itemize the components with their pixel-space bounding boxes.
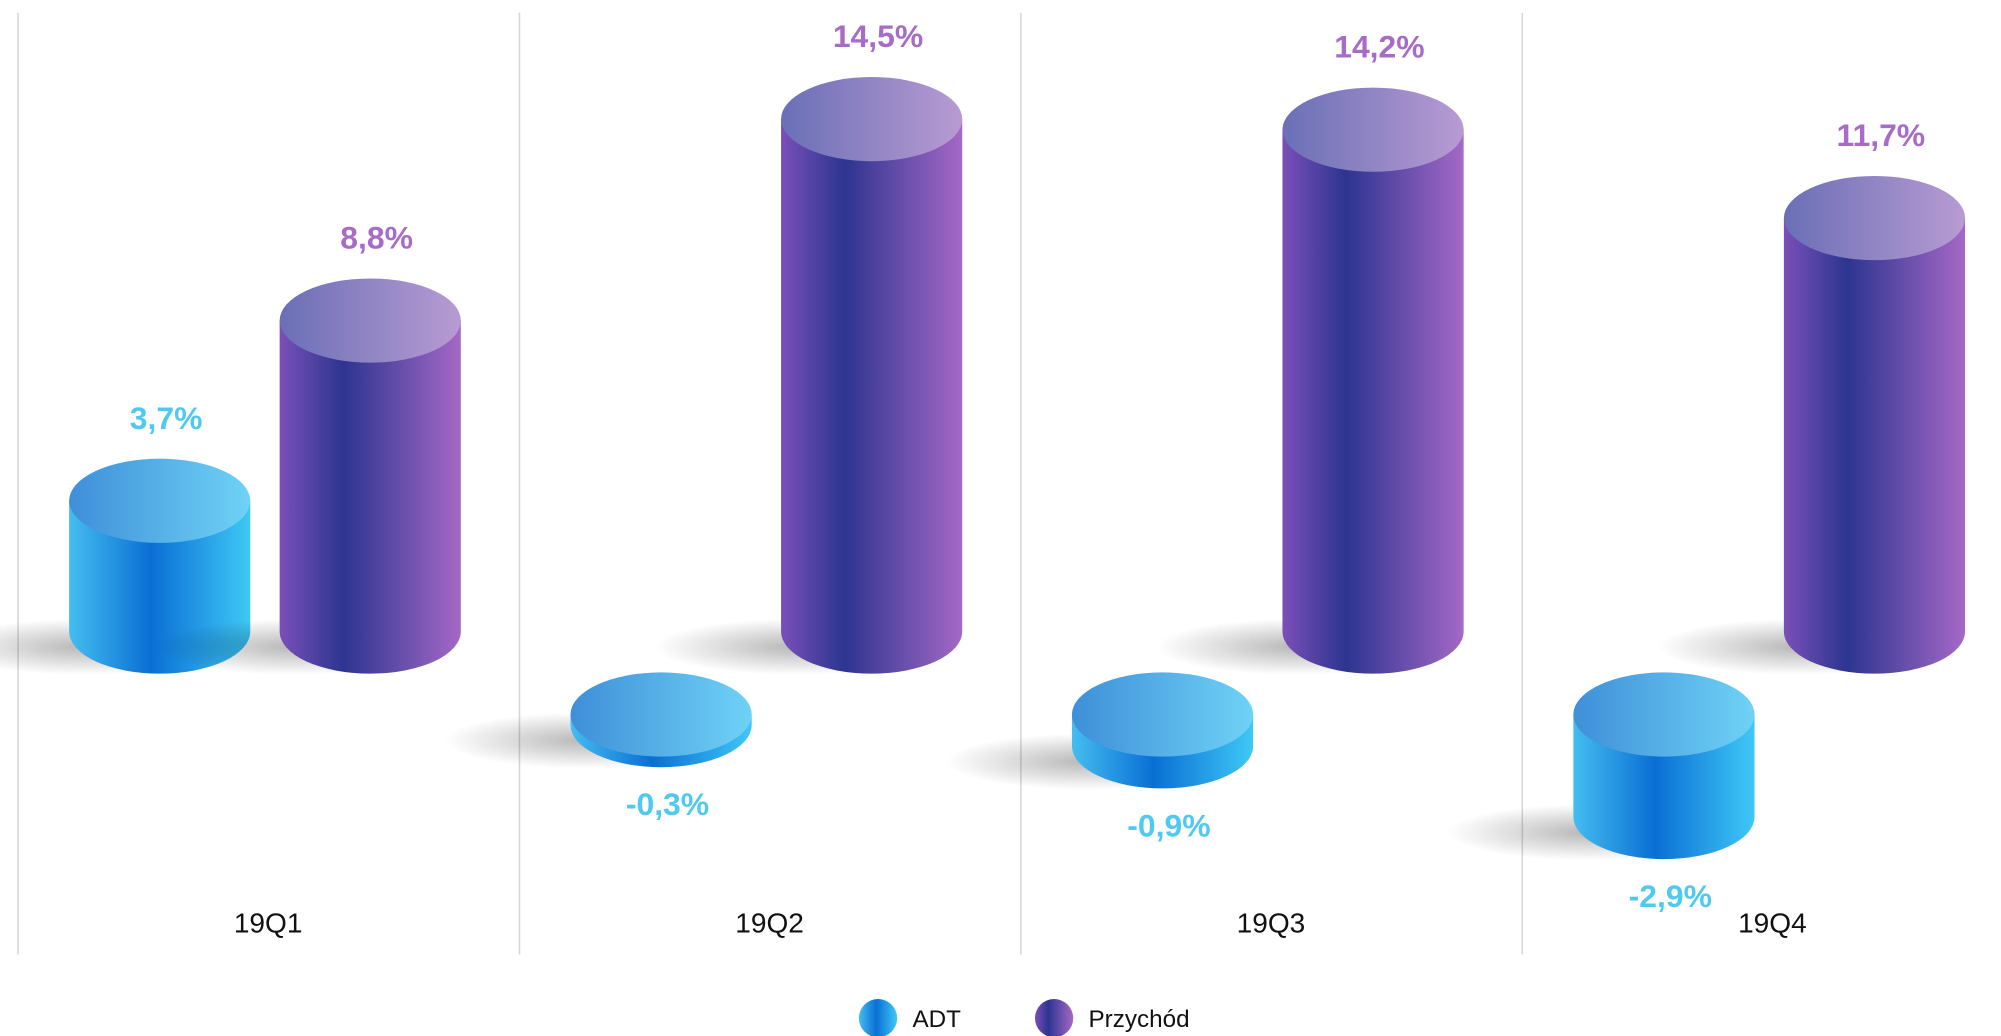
bar-top	[279, 278, 461, 363]
bar	[1156, 87, 1464, 675]
bar	[0, 458, 251, 675]
data-label: 14,2%	[1334, 29, 1424, 65]
bar-top	[1573, 672, 1755, 757]
data-label: 11,7%	[1837, 117, 1926, 153]
data-label: 3,7%	[130, 400, 203, 436]
legend-swatch	[1034, 999, 1074, 1036]
bar	[153, 278, 461, 675]
bar-top	[1071, 672, 1254, 757]
legend-swatch	[858, 999, 898, 1036]
bar	[654, 76, 963, 675]
legend-label: Przychód	[1089, 1006, 1190, 1033]
bar-top	[570, 672, 752, 757]
bar-side	[1282, 129, 1464, 674]
bar	[1447, 672, 1755, 861]
bar-side	[1783, 218, 1966, 674]
x-tick-label: 19Q3	[1237, 907, 1306, 938]
bar-top	[781, 76, 963, 162]
bar	[444, 672, 752, 769]
x-tick-label: 19Q1	[234, 907, 303, 938]
data-label: -0,3%	[626, 786, 709, 822]
bar-side	[279, 320, 461, 674]
bar	[945, 672, 1254, 790]
bar-top	[1282, 87, 1464, 172]
bar	[1657, 175, 1966, 675]
bar-top	[1783, 175, 1966, 261]
x-tick-label: 19Q4	[1738, 907, 1807, 938]
bar-side	[781, 119, 963, 674]
data-label: -2,9%	[1629, 878, 1712, 914]
data-label: 8,8%	[340, 220, 413, 256]
bar-top	[69, 458, 251, 543]
data-label: 14,5%	[833, 18, 923, 54]
data-label: -0,9%	[1127, 807, 1210, 843]
legend-label: ADT	[912, 1006, 961, 1033]
x-tick-label: 19Q2	[735, 907, 804, 938]
legend: ADT Przychód	[858, 999, 1190, 1036]
